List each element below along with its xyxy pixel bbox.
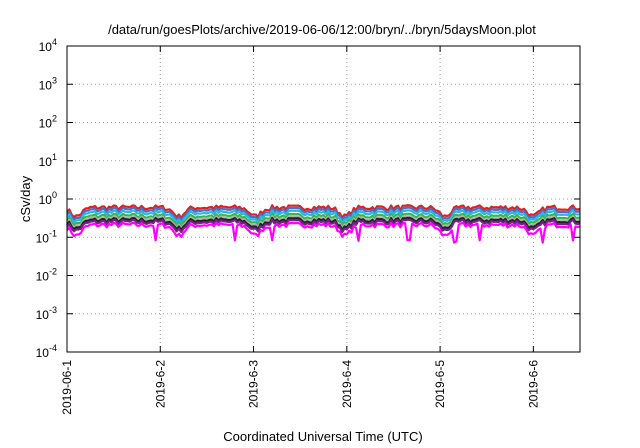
y-tick-label: 100 bbox=[39, 190, 57, 207]
x-tick-label: 2019-6-6 bbox=[526, 360, 540, 408]
x-tick-label: 2019-6-2 bbox=[153, 360, 167, 408]
chart-title: /data/run/goesPlots/archive/2019-06-06/1… bbox=[108, 22, 536, 37]
y-tick-label: 10-2 bbox=[36, 267, 57, 284]
series-line bbox=[66, 209, 581, 224]
x-axis-label: Coordinated Universal Time (UTC) bbox=[223, 429, 422, 444]
x-tick-label: 2019-06-1 bbox=[60, 360, 74, 415]
series-line bbox=[66, 221, 581, 244]
y-tick-label: 103 bbox=[39, 75, 57, 92]
series-line bbox=[66, 212, 581, 227]
y-tick-label: 102 bbox=[39, 114, 57, 131]
series-line bbox=[66, 206, 581, 222]
series-layer bbox=[66, 204, 581, 244]
y-tick-label: 10-4 bbox=[36, 343, 57, 360]
x-tick-label: 2019-6-3 bbox=[247, 360, 261, 408]
y-tick-label: 10-3 bbox=[36, 305, 57, 322]
series-line bbox=[66, 215, 581, 230]
y-axis-label: cSv/day bbox=[18, 175, 33, 222]
series-line bbox=[66, 218, 581, 234]
series-line bbox=[66, 204, 581, 220]
series-line bbox=[66, 216, 581, 232]
y-tick-label: 101 bbox=[39, 152, 57, 169]
x-tick-label: 2019-6-5 bbox=[433, 360, 447, 408]
axes: 10-4 10-3 10-2 10-1 100 101 102 103 104 2019-06-1… bbox=[36, 37, 580, 415]
grid-lines bbox=[67, 46, 580, 352]
y-tick-label: 104 bbox=[39, 37, 57, 54]
x-tick-label: 2019-6-4 bbox=[340, 360, 354, 408]
y-tick-label: 10-1 bbox=[36, 228, 57, 245]
